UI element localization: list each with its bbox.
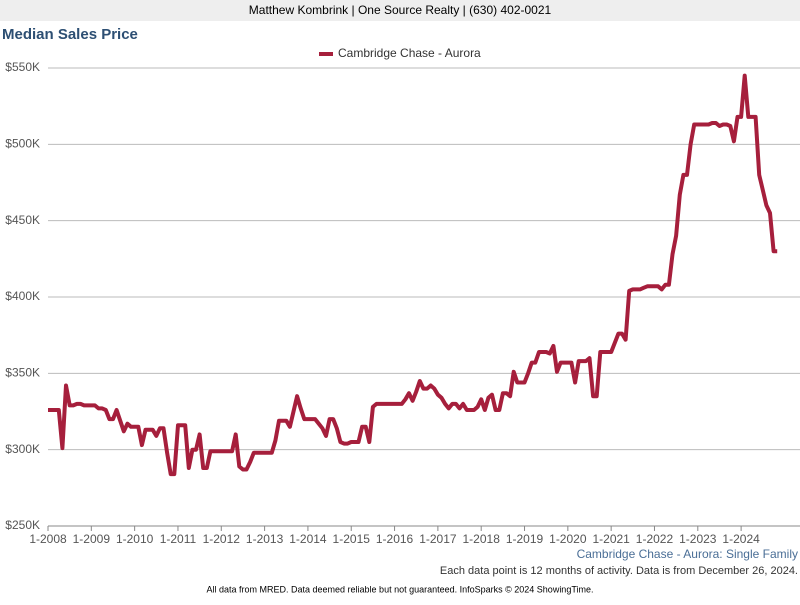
x-tick-label: 1-2013: [246, 532, 284, 546]
x-tick-label: 1-2008: [29, 532, 67, 546]
x-tick-label: 1-2009: [73, 532, 111, 546]
x-tick-label: 1-2016: [376, 532, 414, 546]
x-tick-label: 1-2020: [549, 532, 587, 546]
y-tick-label: $250K: [5, 518, 40, 532]
x-tick-label: 1-2018: [463, 532, 501, 546]
x-tick-label: 1-2023: [679, 532, 717, 546]
x-tick-label: 1-2015: [333, 532, 371, 546]
x-tick-label: 1-2017: [419, 532, 457, 546]
x-tick-label: 1-2012: [203, 532, 241, 546]
y-tick-label: $350K: [5, 366, 40, 380]
y-tick-label: $450K: [5, 213, 40, 227]
header: Matthew Kombrink | One Source Realty | (…: [249, 3, 552, 17]
y-tick-label: $400K: [5, 289, 40, 303]
subtitle: Cambridge Chase - Aurora: Single Family: [577, 547, 798, 561]
x-tick-label: 1-2024: [722, 532, 760, 546]
x-tick-label: 1-2022: [636, 532, 674, 546]
series-line: [48, 73, 778, 477]
x-tick-label: 1-2014: [289, 532, 327, 546]
y-tick-label: $300K: [5, 442, 40, 456]
x-tick-label: 1-2021: [592, 532, 630, 546]
legend-label: Cambridge Chase - Aurora: [338, 46, 481, 60]
footer: All data from MRED. Data deemed reliable…: [206, 584, 593, 594]
header-bar: [0, 0, 800, 21]
x-tick-label: 1-2011: [160, 532, 197, 546]
y-tick-label: $500K: [5, 137, 40, 151]
chart-title: Median Sales Price: [2, 26, 138, 43]
x-tick-label: 1-2019: [506, 532, 544, 546]
note: Each data point is 12 months of activity…: [440, 565, 798, 577]
x-tick-label: 1-2010: [116, 532, 154, 546]
y-tick-label: $550K: [5, 60, 40, 74]
